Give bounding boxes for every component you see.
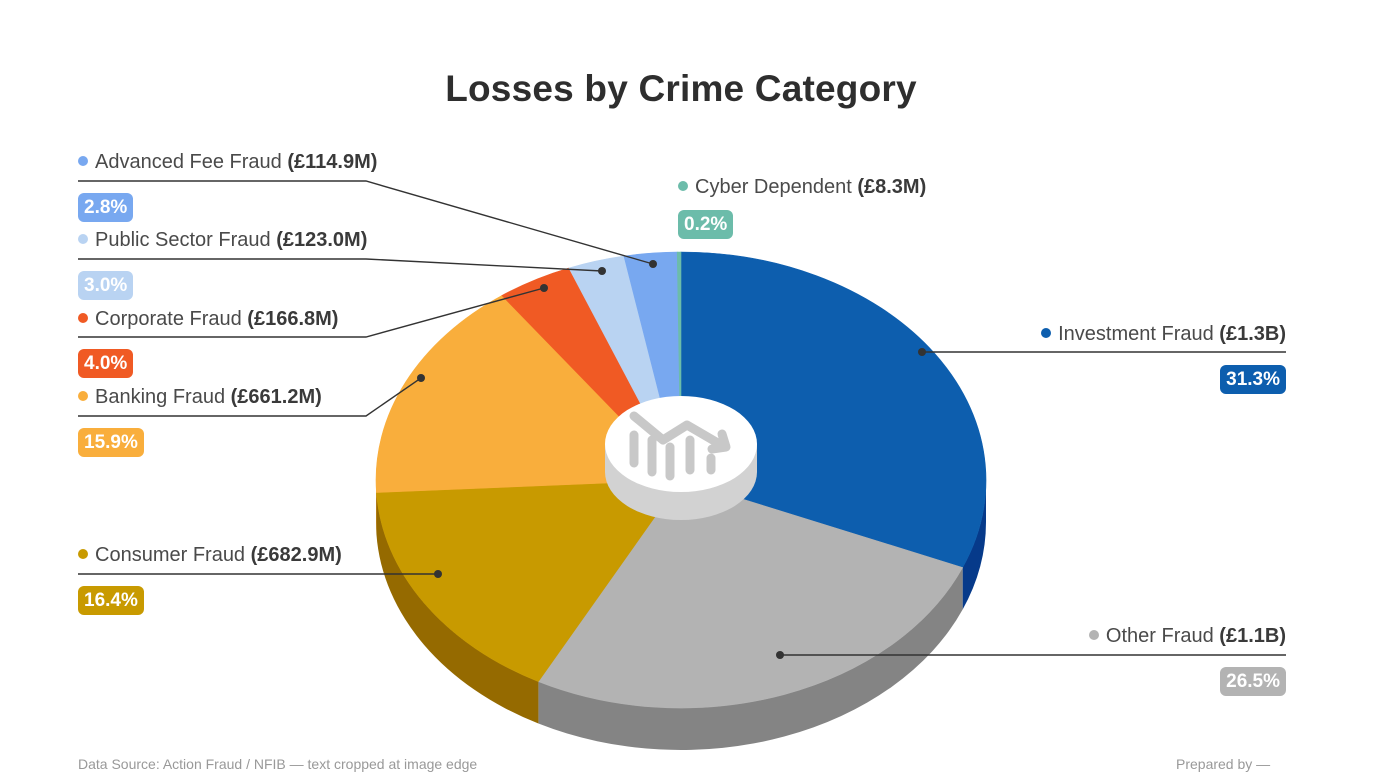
legend-dot-icon: [678, 181, 688, 191]
slice-label: Advanced Fee Fraud (£114.9M): [78, 151, 377, 174]
slice-amount: (£8.3M): [857, 176, 926, 198]
leader-anchor-dot: [598, 267, 606, 275]
slice-name: Consumer Fraud: [95, 544, 251, 566]
declining-bar-chart-icon: [605, 396, 757, 520]
slice-name: Advanced Fee Fraud: [95, 151, 287, 173]
legend-dot-icon: [78, 391, 88, 401]
leader-anchor-dot: [434, 570, 442, 578]
slice-label: Banking Fraud (£661.2M): [78, 386, 322, 409]
leader-line: [78, 259, 602, 271]
slice-amount: (£682.9M): [251, 544, 342, 566]
percent-badge: 16.4%: [78, 586, 144, 615]
slice-name: Public Sector Fraud: [95, 229, 276, 251]
percent-badge: 15.9%: [78, 428, 144, 457]
legend-dot-icon: [78, 234, 88, 244]
slice-name: Banking Fraud: [95, 386, 231, 408]
leader-anchor-dot: [776, 651, 784, 659]
leader-anchor-dot: [417, 374, 425, 382]
slice-name: Other Fraud: [1106, 625, 1219, 647]
percent-badge: 2.8%: [78, 193, 133, 222]
legend-dot-icon: [1089, 630, 1099, 640]
slice-label: Investment Fraud (£1.3B): [1041, 323, 1286, 346]
legend-dot-icon: [78, 156, 88, 166]
percent-badge: 0.2%: [678, 210, 733, 239]
slice-name: Corporate Fraud: [95, 308, 247, 330]
footer-credit: Prepared by —: [1176, 756, 1270, 772]
leader-anchor-dot: [649, 260, 657, 268]
slice-label: Public Sector Fraud (£123.0M): [78, 229, 367, 252]
percent-badge: 4.0%: [78, 349, 133, 378]
slice-name: Investment Fraud: [1058, 323, 1219, 345]
percent-badge: 31.3%: [1220, 365, 1286, 394]
slice-name: Cyber Dependent: [695, 176, 857, 198]
slice-amount: (£123.0M): [276, 229, 367, 251]
slice-amount: (£1.1B): [1219, 625, 1286, 647]
leader-anchor-dot: [918, 348, 926, 356]
slice-amount: (£114.9M): [287, 151, 377, 173]
slice-amount: (£166.8M): [247, 308, 338, 330]
slice-amount: (£661.2M): [231, 386, 322, 408]
legend-dot-icon: [78, 549, 88, 559]
percent-badge: 3.0%: [78, 271, 133, 300]
legend-dot-icon: [78, 313, 88, 323]
percent-badge: 26.5%: [1220, 667, 1286, 696]
leader-anchor-dot: [540, 284, 548, 292]
footer-source: Data Source: Action Fraud / NFIB — text …: [78, 756, 477, 772]
legend-dot-icon: [1041, 328, 1051, 338]
slice-label: Cyber Dependent (£8.3M): [678, 176, 926, 199]
slice-label: Consumer Fraud (£682.9M): [78, 544, 342, 567]
slice-label: Corporate Fraud (£166.8M): [78, 308, 338, 331]
slice-amount: (£1.3B): [1219, 323, 1286, 345]
slice-label: Other Fraud (£1.1B): [1089, 625, 1286, 648]
